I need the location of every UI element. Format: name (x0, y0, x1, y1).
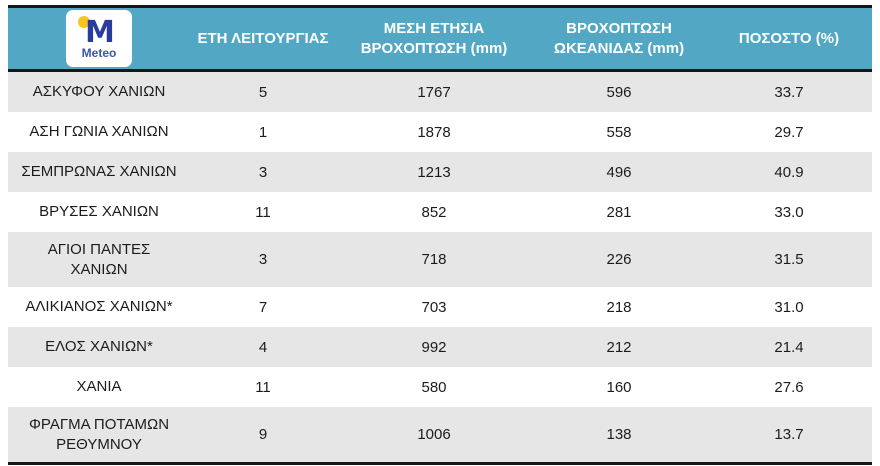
years-value: 11 (255, 378, 271, 396)
years-value: 5 (258, 83, 268, 101)
okeanis-rainfall-value: 596 (606, 83, 632, 101)
mean-annual-rainfall-value: 992 (421, 338, 447, 356)
percent-value: 31.0 (774, 298, 804, 316)
station-name: ΒΡΥΣΕΣ ΧΑΝΙΩΝ (39, 203, 159, 221)
okeanis-rainfall-value: 281 (606, 203, 632, 221)
percent-value: 27.6 (774, 378, 804, 396)
meteo-logo: M Meteo (66, 10, 132, 67)
table-row: ΒΡΥΣΕΣ ΧΑΝΙΩΝ 11 852 281 33.0 (8, 192, 872, 232)
okeanis-rainfall-value: 160 (606, 378, 632, 396)
logo-art: M (77, 15, 121, 50)
station-name: ΦΡΑΓΜΑ ΠΟΤΑΜΩΝ ΡΕΘΥΜΝΟΥ (28, 416, 170, 453)
okeanis-rainfall-value: 218 (606, 298, 632, 316)
col-header-percent: ΠΟΣΟΣΤΟ (%) (738, 29, 840, 47)
years-value: 11 (255, 203, 271, 221)
mean-annual-rainfall-value: 718 (421, 251, 447, 268)
okeanis-rainfall-value: 138 (606, 426, 632, 443)
station-name: ΑΣΚΥΦΟΥ ΧΑΝΙΩΝ (32, 83, 166, 101)
logo-cell: M Meteo (8, 8, 190, 69)
okeanis-rainfall-value: 496 (606, 163, 632, 181)
percent-value: 29.7 (774, 123, 804, 141)
years-value: 9 (258, 426, 268, 443)
station-name: ΑΛΙΚΙΑΝΟΣ ΧΑΝΙΩΝ* (25, 298, 173, 316)
table-row: ΑΣΚΥΦΟΥ ΧΑΝΙΩΝ 5 1767 596 33.7 (8, 72, 872, 112)
logo-m-icon: M (85, 14, 115, 50)
percent-value: 31.5 (774, 251, 804, 268)
col-header-years: ΕΤΗ ΛΕΙΤΟΥΡΓΙΑΣ (197, 29, 329, 47)
percent-value: 40.9 (774, 163, 804, 181)
okeanis-rainfall-value: 212 (606, 338, 632, 356)
col-header-mean-annual-rainfall: ΜΕΣΗ ΕΤΗΣΙΑ ΒΡΟΧΟΠΤΩΣΗ (mm) (360, 20, 508, 57)
table-row: ΑΣΗ ΓΩΝΙΑ ΧΑΝΙΩΝ 1 1878 558 29.7 (8, 112, 872, 152)
table-row: ΧΑΝΙΑ 11 580 160 27.6 (8, 367, 872, 407)
mean-annual-rainfall-value: 703 (421, 298, 447, 316)
table-header-row: M Meteo ΕΤΗ ΛΕΙΤΟΥΡΓΙΑΣ ΜΕΣΗ ΕΤΗΣΙΑ ΒΡΟΧ… (8, 8, 872, 72)
station-name: ΑΣΗ ΓΩΝΙΑ ΧΑΝΙΩΝ (29, 123, 169, 141)
percent-value: 33.0 (774, 203, 804, 221)
station-name: ΧΑΝΙΑ (76, 378, 122, 396)
station-name: ΕΛΟΣ ΧΑΝΙΩΝ* (45, 338, 153, 356)
years-value: 7 (258, 298, 268, 316)
table-row: ΑΛΙΚΙΑΝΟΣ ΧΑΝΙΩΝ* 7 703 218 31.0 (8, 287, 872, 327)
years-value: 1 (258, 123, 268, 141)
logo-wordmark: Meteo (81, 45, 117, 60)
percent-value: 33.7 (774, 83, 804, 101)
station-name: ΣΕΜΠΡΩΝΑΣ ΧΑΝΙΩΝ (21, 163, 177, 181)
years-value: 3 (258, 163, 268, 181)
table-row: ΑΓΙΟΙ ΠΑΝΤΕΣ ΧΑΝΙΩΝ 3 718 226 31.5 (8, 232, 872, 287)
mean-annual-rainfall-value: 852 (421, 203, 447, 221)
col-header-okeanis-rainfall: ΒΡΟΧΟΠΤΩΣΗ ΩΚΕΑΝΙΔΑΣ (mm) (553, 20, 685, 57)
percent-value: 21.4 (774, 338, 804, 356)
table-row: ΕΛΟΣ ΧΑΝΙΩΝ* 4 992 212 21.4 (8, 327, 872, 367)
mean-annual-rainfall-value: 580 (421, 378, 447, 396)
table-row: ΦΡΑΓΜΑ ΠΟΤΑΜΩΝ ΡΕΘΥΜΝΟΥ 9 1006 138 13.7 (8, 407, 872, 462)
percent-value: 13.7 (774, 426, 804, 443)
mean-annual-rainfall-value: 1878 (417, 123, 451, 141)
years-value: 4 (258, 338, 268, 356)
mean-annual-rainfall-value: 1767 (417, 83, 451, 101)
okeanis-rainfall-value: 226 (606, 251, 632, 268)
logo-yellow-dot-icon (78, 15, 90, 28)
station-name: ΑΓΙΟΙ ΠΑΝΤΕΣ ΧΑΝΙΩΝ (47, 241, 151, 278)
table-row: ΣΕΜΠΡΩΝΑΣ ΧΑΝΙΩΝ 3 1213 496 40.9 (8, 152, 872, 192)
years-value: 3 (258, 251, 268, 268)
rainfall-table: M Meteo ΕΤΗ ΛΕΙΤΟΥΡΓΙΑΣ ΜΕΣΗ ΕΤΗΣΙΑ ΒΡΟΧ… (8, 5, 872, 465)
mean-annual-rainfall-value: 1213 (417, 163, 451, 181)
mean-annual-rainfall-value: 1006 (417, 426, 451, 443)
okeanis-rainfall-value: 558 (606, 123, 632, 141)
